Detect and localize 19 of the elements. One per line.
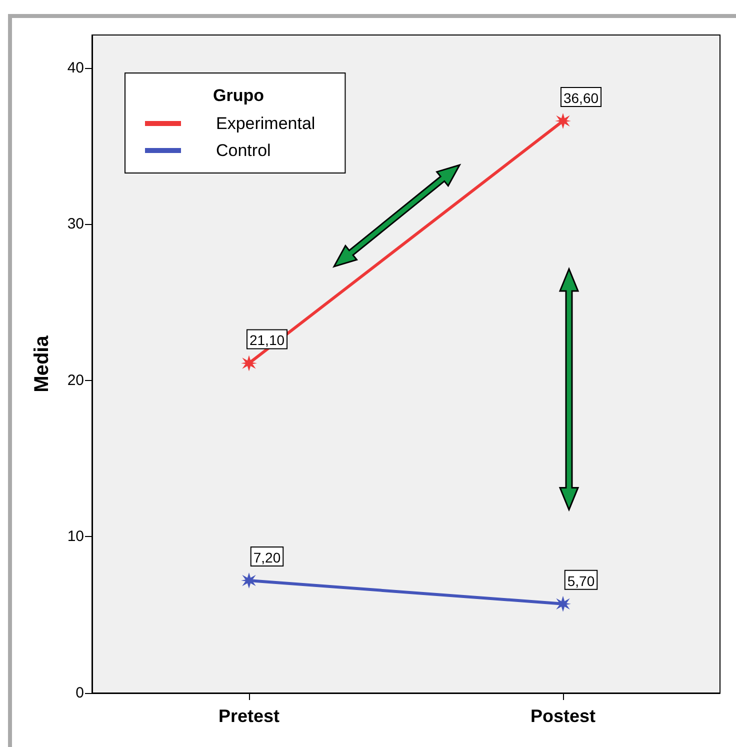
data-label: 5,70	[567, 572, 595, 589]
point	[555, 596, 571, 612]
point	[241, 572, 257, 588]
x-tick-label: Pretest	[218, 706, 280, 726]
legend-label: Control	[216, 141, 271, 160]
y-axis-title: Media	[31, 334, 53, 392]
legend-title: Grupo	[213, 86, 264, 105]
legend-label: Experimental	[216, 114, 316, 133]
y-tick-label: 40	[67, 59, 84, 76]
data-label: 36,60	[563, 90, 599, 106]
data-label: 21,10	[249, 332, 285, 348]
y-tick-label: 20	[67, 372, 84, 389]
y-tick-label: 0	[76, 684, 84, 702]
y-tick-label: 30	[67, 216, 84, 233]
y-tick-label: 10	[67, 528, 84, 546]
data-label: 7,20	[253, 549, 281, 566]
point	[241, 355, 257, 372]
point	[555, 112, 571, 129]
x-tick-label: Postest	[530, 706, 596, 726]
